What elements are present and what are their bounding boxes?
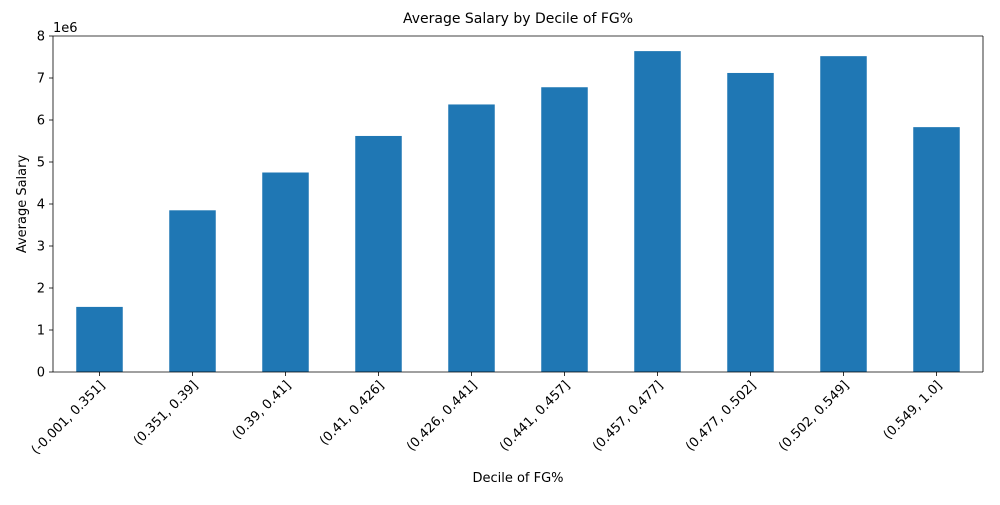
y-tick-label: 7 [37,72,45,87]
y-tick-label: 6 [37,114,45,129]
y-axis-label: Average Salary [15,155,30,254]
x-tick-label: (-0.001, 0.351] [29,378,109,458]
x-tick-label: (0.41, 0.426] [317,378,387,448]
bar [634,51,681,373]
x-tick-label: (0.457, 0.477] [590,378,666,454]
x-tick-label: (0.351, 0.39] [131,378,201,448]
chart-title: Average Salary by Decile of FG% [403,11,633,27]
y-tick-label: 2 [37,282,45,297]
axes-frame [52,35,984,373]
bar [76,306,123,372]
y-tick-label: 8 [37,30,45,45]
bars-group [76,51,960,373]
bar [448,104,495,373]
x-tick-label: (0.477, 0.502] [683,378,759,454]
x-ticks-group: (-0.001, 0.351] (0.351, 0.39] (0.39, 0.41]… [29,372,946,458]
bar [262,172,309,372]
x-tick-label: (0.441, 0.457] [497,378,573,454]
bar [355,135,402,372]
y-tick-label: 5 [37,156,45,171]
y-tick-label: 0 [37,366,45,381]
x-tick-label: (0.39, 0.41] [230,378,295,443]
y-tick-label: 4 [37,198,45,213]
y-tick-label: 1 [37,324,45,339]
bar [541,87,588,373]
y-offset-label: 1e6 [53,21,78,36]
x-tick-label: (0.502, 0.549] [776,378,852,454]
bar [727,72,774,373]
bar [169,210,216,372]
bar [913,127,960,372]
y-tick-label: 3 [37,240,45,255]
bar [820,56,867,372]
x-tick-label: (0.426, 0.441] [404,378,480,454]
x-tick-label: (0.549, 1.0] [881,378,946,443]
y-ticks-group: 0 1 2 3 4 5 6 7 8 [37,30,53,381]
x-axis-label: Decile of FG% [472,471,563,486]
